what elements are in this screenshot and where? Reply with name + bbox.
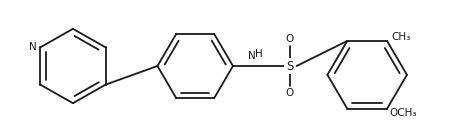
- Text: CH₃: CH₃: [391, 32, 410, 42]
- Text: O: O: [286, 34, 294, 44]
- Text: S: S: [286, 60, 293, 72]
- Text: N: N: [29, 42, 36, 52]
- Text: N: N: [249, 51, 256, 61]
- Text: O: O: [286, 88, 294, 98]
- Text: OCH₃: OCH₃: [389, 108, 417, 118]
- Text: H: H: [255, 49, 263, 59]
